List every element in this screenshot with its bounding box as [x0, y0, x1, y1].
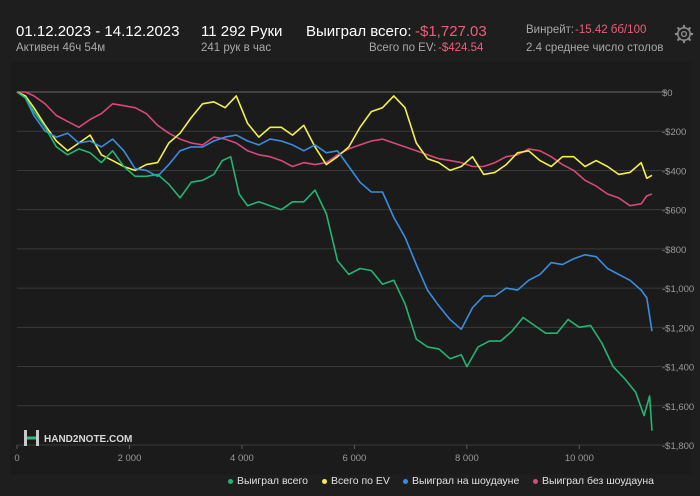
y-tick-label: -$1,600	[662, 402, 694, 413]
x-tick-label: 8 000	[455, 453, 479, 464]
legend-item-won-total[interactable]: Выиграл всего	[228, 475, 308, 487]
y-tick-label: -$1,400	[662, 363, 694, 374]
series-lines	[16, 91, 653, 431]
winrate-value: -15.42 бб/100	[575, 24, 647, 36]
x-axis-labels: 0 2 000 4 000 6 000 8 000 10 000	[14, 453, 594, 464]
series-line-won-total[interactable]	[16, 91, 653, 431]
ev-value: -$424.54	[438, 42, 484, 54]
legend-label-non-showdown: Выиграл без шоудауна	[542, 475, 654, 487]
legend-label-showdown: Выиграл на шоудауне	[412, 475, 520, 487]
hands-count: 11 292 Руки	[201, 23, 283, 40]
legend-item-non-showdown[interactable]: Выиграл без шоудауна	[533, 475, 654, 487]
date-range[interactable]: 01.12.2023 - 14.12.2023	[16, 23, 180, 40]
y-tick-label: -$600	[662, 206, 686, 217]
active-time: Активен 46ч 54м	[16, 42, 106, 54]
y-tick-label: -$1,800	[662, 441, 694, 452]
y-tick-label: -$1,000	[662, 284, 694, 295]
gear-icon[interactable]	[674, 24, 694, 44]
legend-dot-non-showdown	[533, 478, 538, 484]
series-line-ev[interactable]	[16, 91, 653, 180]
ev-label: Всего по EV:	[369, 42, 437, 54]
watermark-text: HAND2NOTE.COM	[44, 434, 132, 445]
y-tick-label: -$400	[662, 166, 686, 177]
x-tick-label: 10 000	[565, 453, 594, 464]
legend-dot-won-total	[228, 478, 233, 484]
graph-chart[interactable]: $0 -$200 -$400 -$600 -$800 -$1,000 -$1,200 -$1,…	[0, 62, 700, 475]
series-line-showdown[interactable]	[16, 91, 653, 332]
y-tick-label: -$800	[662, 245, 686, 256]
chart-background	[10, 62, 691, 475]
won-total-value: -$1,727.03	[415, 23, 487, 40]
legend-label-won-total: Выиграл всего	[237, 475, 308, 487]
legend-item-ev[interactable]: Всего по EV	[322, 475, 390, 487]
x-tick-label: 4 000	[230, 453, 254, 464]
x-tick-label: 2 000	[118, 453, 142, 464]
watermark: HAND2NOTE.COM	[24, 430, 132, 446]
stats-header: 01.12.2023 - 14.12.2023 Активен 46ч 54м …	[0, 0, 700, 62]
hands-per-hour: 241 рук в час	[201, 42, 272, 54]
y-tick-label: -$200	[662, 127, 686, 138]
y-tick-label: -$1,200	[662, 323, 694, 334]
x-tick-label: 0	[14, 453, 19, 464]
hand2note-logo-icon	[24, 430, 39, 446]
legend-dot-ev	[322, 478, 327, 484]
legend-dot-showdown	[403, 478, 408, 484]
series-line-non-showdown[interactable]	[17, 91, 653, 207]
grid	[16, 91, 668, 449]
legend-item-showdown[interactable]: Выиграл на шоудауне	[403, 475, 519, 487]
legend-label-ev: Всего по EV	[331, 475, 390, 487]
y-axis-labels: $0 -$200 -$400 -$600 -$800 -$1,000 -$1,200 -$1,…	[662, 88, 694, 452]
won-total-label: Выиграл всего:	[306, 23, 412, 40]
y-tick-label: $0	[662, 88, 673, 99]
x-tick-label: 6 000	[343, 453, 367, 464]
avg-tables: 2.4 среднее число столов	[526, 42, 664, 54]
winrate-label: Винрейт:	[526, 24, 575, 36]
